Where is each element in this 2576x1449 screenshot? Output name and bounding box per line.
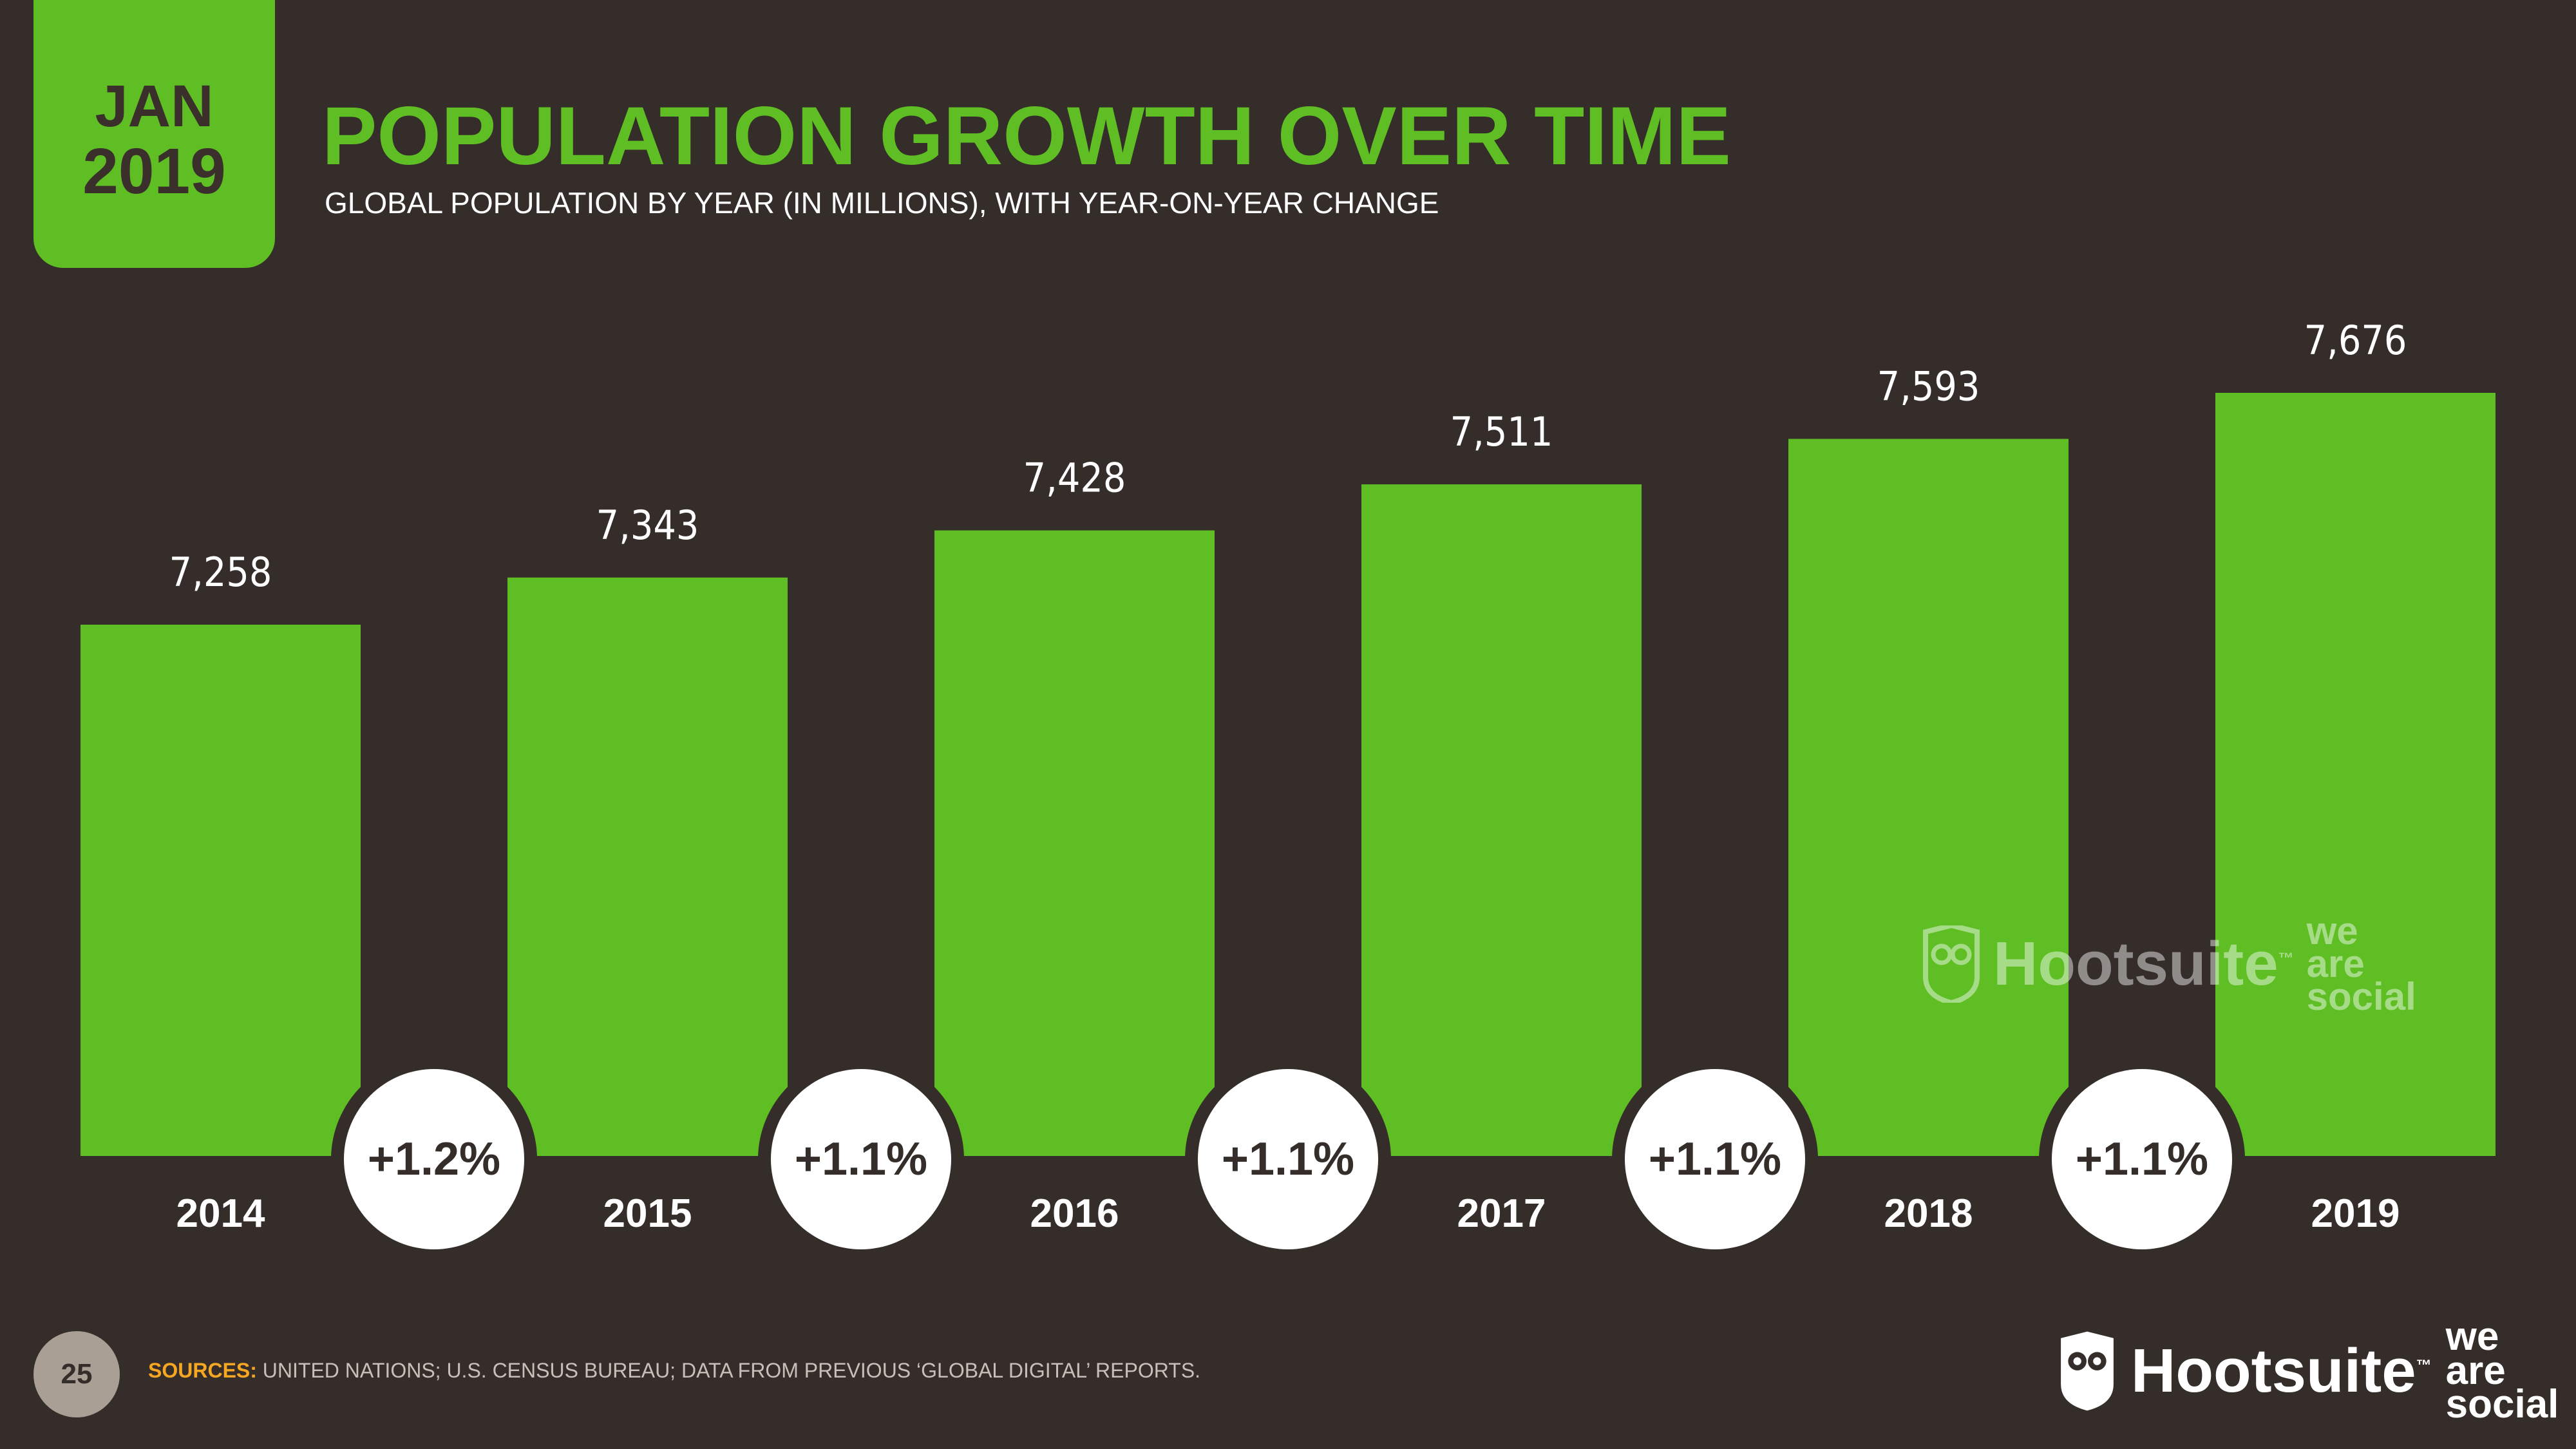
badge-month: JAN [95,73,214,140]
footer-we-are-social: we are social [2445,1314,2559,1427]
category-label-2015: 2015 [603,1191,692,1236]
bar-2014 [80,624,361,1156]
value-label-2018: 7,593 [1877,363,1980,410]
page-number: 25 [33,1331,120,1417]
owl-icon [2061,1331,2114,1411]
bar-2019 [2215,393,2496,1156]
bar-2016 [934,530,1215,1156]
change-circle [1625,1069,1805,1249]
category-label-2019: 2019 [2311,1191,2400,1236]
yoy-change-label: +1.1% [2076,1133,2208,1185]
yoy-change-label: +1.1% [795,1133,927,1185]
category-label-2018: 2018 [1884,1191,1973,1236]
watermark-we-are-social: we are social [2306,909,2416,1018]
yoy-change-label: +1.2% [368,1133,500,1185]
footer-hootsuite: Hootsuite™ [2131,1336,2432,1406]
category-label-2014: 2014 [176,1191,265,1236]
value-label-2019: 7,676 [2304,317,2407,364]
change-circle [1198,1069,1378,1249]
value-label-2016: 7,428 [1023,455,1126,502]
value-label-2014: 7,258 [169,549,272,596]
owl-icon [1923,925,1980,1003]
sources-label: SOURCES: [148,1359,257,1382]
bar-2015 [507,577,788,1156]
change-circle [771,1069,951,1249]
sources-text: UNITED NATIONS; U.S. CENSUS BUREAU; DATA… [256,1359,1201,1382]
bar-2018 [1788,439,2069,1156]
watermark-hootsuite: Hootsuite™ [1993,929,2294,998]
bar-2017 [1361,484,1642,1156]
footer-logo: Hootsuite™ we are social [2058,1314,2559,1427]
date-badge: JAN 2019 [33,0,275,268]
category-label-2016: 2016 [1030,1191,1119,1236]
category-label-2017: 2017 [1457,1191,1546,1236]
value-label-2017: 7,511 [1450,408,1553,455]
page-title: POPULATION GROWTH OVER TIME [322,90,1731,182]
yoy-change-label: +1.1% [1222,1133,1354,1185]
change-circle [344,1069,524,1249]
value-label-2015: 7,343 [596,502,699,549]
watermark-logo: Hootsuite™ we are social [1922,909,2416,1018]
sources-note: SOURCES: UNITED NATIONS; U.S. CENSUS BUR… [148,1359,1200,1383]
page-subtitle: GLOBAL POPULATION BY YEAR (IN MILLIONS),… [325,186,1439,220]
badge-year: 2019 [82,135,226,207]
yoy-change-label: +1.1% [1649,1133,1781,1185]
change-circle [2052,1069,2232,1249]
